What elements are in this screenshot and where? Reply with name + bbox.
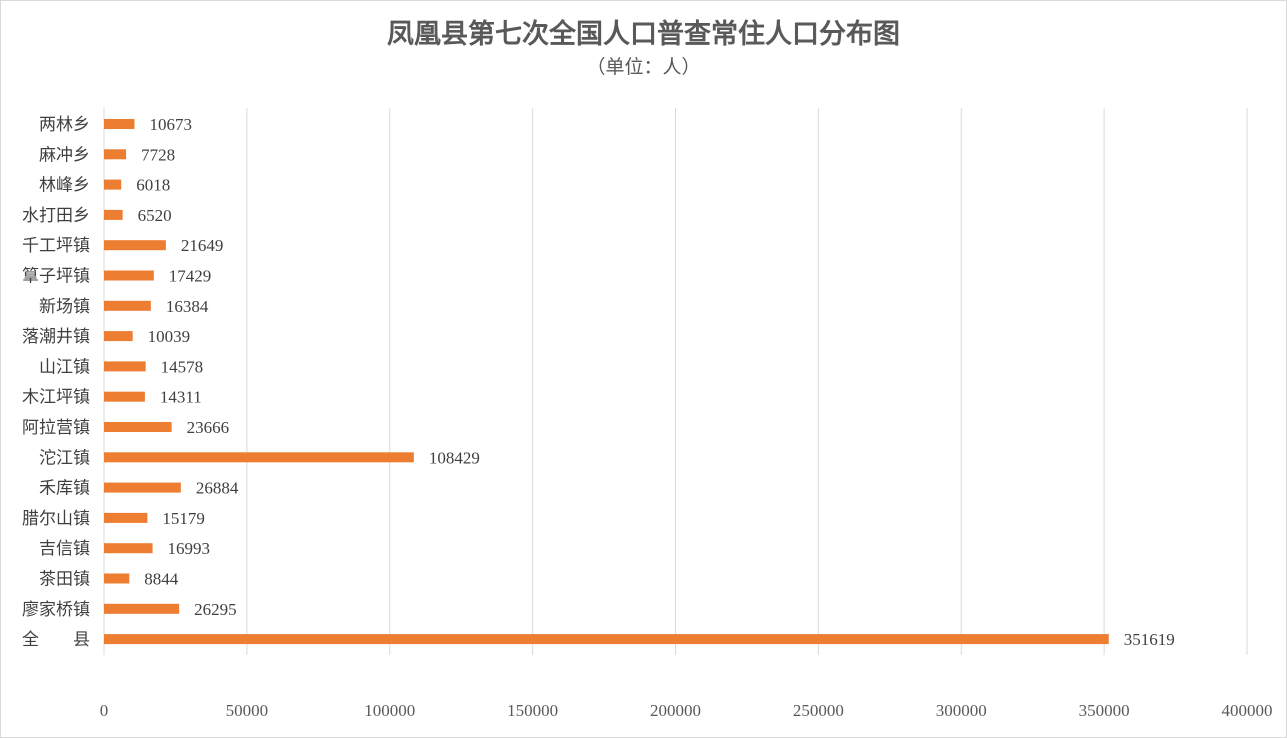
bar [104,149,127,160]
bar [104,573,130,584]
x-tick-labels: 0 50000 100000 150000 200000 250000 300000 3500… [100,701,1273,720]
x-tick-label: 0 [100,701,109,720]
data-label: 17429 [169,267,212,286]
x-tick-label: 150000 [507,701,558,720]
data-label: 16993 [168,539,211,558]
x-tick-label: 250000 [793,701,844,720]
category-label: 林峰乡 [39,176,90,196]
bar [104,543,153,554]
bar [104,209,123,220]
bar [104,422,172,432]
chart-title: 凤凰县第七次全国人口普查常住人口分布图 [387,19,900,50]
data-label: 16384 [166,297,209,316]
category-label: 两林乡 [39,115,90,135]
category-label: 新场镇 [39,297,90,317]
bar [104,240,166,251]
category-label: 落潮井镇 [22,327,90,347]
category-label: 吉信镇 [39,539,90,559]
data-label: 26884 [196,479,239,498]
data-label: 8844 [144,570,179,589]
category-label: 茶田镇 [39,570,90,590]
data-label: 10039 [148,327,191,346]
x-tick-label: 100000 [364,701,415,720]
bar [104,634,1109,645]
data-label: 6520 [138,206,172,225]
category-label: 禾库镇 [39,479,90,499]
data-label: 21649 [181,236,224,255]
x-tick-label: 200000 [650,701,701,720]
bar [104,331,133,342]
category-label: 麻冲乡 [39,145,90,165]
data-label: 10673 [149,115,192,134]
data-label: 7728 [141,145,175,164]
bar [104,603,180,614]
x-tick-label: 350000 [1079,701,1130,720]
category-label: 廖家桥镇 [22,600,90,620]
bar [104,179,122,190]
data-label: 14311 [160,388,202,407]
bar [104,119,135,129]
bars [104,119,1109,645]
bar [104,482,181,493]
bar [104,361,146,372]
category-label: 腊尔山镇 [22,509,90,529]
category-labels: 两林乡麻冲乡林峰乡水打田乡千工坪镇筸子坪镇新场镇落潮井镇山江镇木江坪镇阿拉营镇沱… [22,115,90,650]
category-label: 全 县 [22,630,90,650]
data-label: 6018 [136,176,170,195]
category-label: 山江镇 [39,357,90,377]
category-label: 阿拉营镇 [22,418,90,438]
data-label: 23666 [187,418,230,437]
chart-subtitle: （单位：人） [586,56,701,78]
data-label: 108429 [429,448,480,467]
bar [104,512,148,523]
x-tick-label: 300000 [936,701,987,720]
x-tick-label: 400000 [1222,701,1273,720]
bar [104,391,145,402]
bar [104,452,414,463]
data-label: 14578 [161,357,204,376]
category-label: 千工坪镇 [22,236,90,256]
category-label: 筸子坪镇 [22,267,90,287]
category-label: 沱江镇 [39,448,90,468]
data-label: 26295 [194,600,237,619]
bar [104,300,151,311]
category-label: 水打田乡 [22,206,90,226]
value-labels: 10673 7728 6018 6520 21649 17429 16384 10039 145… [136,115,1175,649]
gridlines [103,108,1248,655]
data-label: 351619 [1124,630,1175,649]
category-label: 木江坪镇 [22,388,90,408]
data-label: 15179 [162,509,205,528]
x-tick-label: 50000 [226,701,269,720]
bar [104,270,154,281]
